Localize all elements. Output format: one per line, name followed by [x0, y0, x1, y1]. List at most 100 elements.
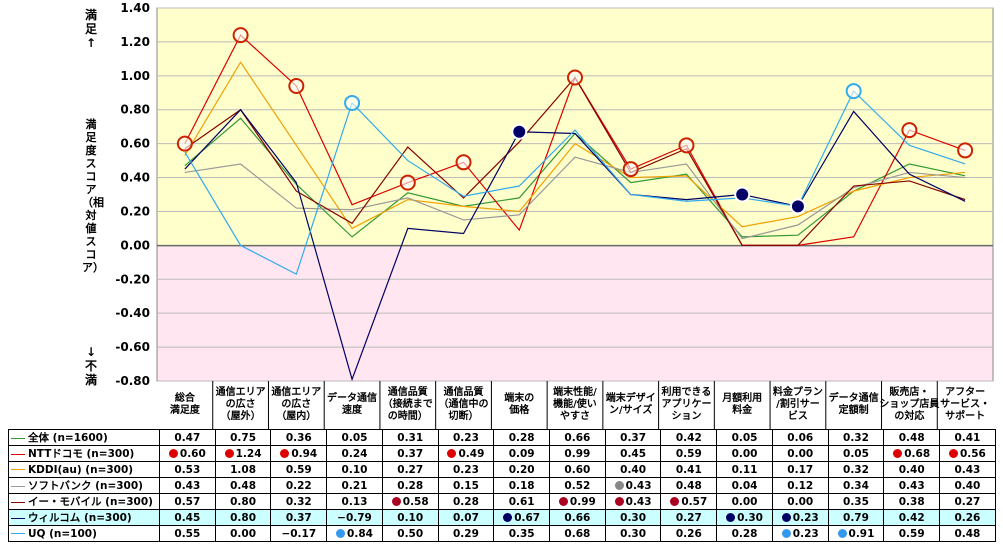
legend-line-icon [11, 517, 25, 519]
series-name: 全体 (n=1600) [28, 432, 108, 444]
y-tick-label: -0.60 [115, 340, 150, 354]
table-cell: 0.23 [771, 525, 829, 542]
y-tick-label: -0.80 [115, 374, 150, 388]
table-cell: 0.84 [326, 525, 383, 542]
marker-dot-icon [391, 497, 401, 506]
y-axis-title: 満足度スコア（相対値スコア） [82, 118, 104, 274]
table-cell: 0.99 [549, 493, 606, 510]
line-chart: 1.40 1.20 1.00 0.80 0.60 0.40 0.20 0.00 -0.20 -0.… [115, 1, 994, 429]
table-cell: 1.08 [214, 461, 272, 478]
table-cell: 0.34 [827, 477, 885, 494]
category-label: 端末性能/ 機能/使い やすさ [553, 387, 597, 422]
category-label: 端末デザイ ン/サイズ [605, 393, 656, 416]
table-cell: 1.24 [214, 445, 272, 462]
table-cell: 0.59 [660, 445, 718, 462]
table-cell: 0.05 [326, 429, 383, 446]
table-cell: 0.30 [716, 509, 773, 526]
y-tick-label: 1.00 [120, 69, 150, 83]
category-label: 通信エリア の広さ （屋外） [215, 387, 266, 422]
marker-dot-icon [781, 513, 791, 522]
table-cell: 0.75 [214, 429, 272, 446]
highlight-circle [845, 83, 862, 100]
table-cell: 0.37 [270, 509, 328, 526]
table-cell: 0.42 [660, 429, 718, 446]
table-cell: 0.41 [660, 461, 718, 478]
table-cell: 0.35 [493, 525, 551, 542]
table-row: ウィルコム (n=300) 0.45 0.80 0.37 −0.79 0.10 0.07 0.… [8, 509, 996, 526]
table-cell: 0.99 [549, 445, 606, 462]
table-cell: 0.55 [159, 525, 216, 542]
table-cell: 0.38 [883, 493, 941, 510]
table-cell: 0.20 [493, 461, 551, 478]
table-cell: 0.48 [883, 429, 941, 446]
table-cell: −0.79 [326, 509, 383, 526]
y-label-top: 満足↑ [84, 8, 97, 50]
table-cell: 0.29 [437, 525, 495, 542]
table-cell: 0.10 [381, 509, 439, 526]
marker-dot-icon [893, 449, 903, 458]
y-tick-label: 0.20 [120, 204, 150, 218]
marker-dot-icon [614, 497, 624, 506]
table-cell: 0.17 [771, 461, 829, 478]
table-cell: 0.41 [939, 429, 996, 446]
highlight-circle [232, 27, 249, 44]
table-cell: 0.56 [939, 445, 996, 462]
table-cell: 0.79 [827, 509, 885, 526]
table-cell: 0.49 [437, 445, 495, 462]
data-table: 全体 (n=1600) 0.47 0.75 0.36 0.05 0.31 0.23 0.28 0… [8, 429, 996, 542]
legend-line-icon [11, 453, 25, 455]
table-cell: 0.13 [326, 493, 383, 510]
table-cell: 0.27 [381, 461, 439, 478]
table-cell: 0.00 [214, 525, 272, 542]
marker-dot-icon [224, 449, 234, 458]
category-label: 料金プラン /割引サー ビス [772, 387, 823, 422]
table-cell: 0.66 [549, 509, 606, 526]
category-label: アフター サービス・ サポート [940, 387, 991, 422]
table-cell: 0.26 [660, 525, 718, 542]
table-cell: 0.94 [270, 445, 328, 462]
marker-dot-icon [614, 481, 624, 490]
table-cell: 0.05 [716, 429, 773, 446]
table-cell: 0.53 [159, 461, 216, 478]
table-cell: 0.30 [604, 509, 662, 526]
table-cell: 0.42 [883, 509, 941, 526]
table-cell: 0.28 [716, 525, 773, 542]
highlight-circle [288, 77, 305, 94]
highlight-circle [399, 174, 416, 191]
table-cell: 0.00 [771, 445, 829, 462]
table-cell: 0.37 [381, 445, 439, 462]
table-cell: 0.27 [660, 509, 718, 526]
table-cell: 0.43 [604, 477, 662, 494]
highlight-circle [622, 161, 639, 178]
table-cell: 0.31 [381, 429, 439, 446]
table-cell: 0.48 [214, 477, 272, 494]
table-row: KDDI(au) (n=300) 0.53 1.08 0.59 0.10 0.27 0.23… [8, 461, 996, 478]
highlight-circle [901, 122, 918, 139]
category-label: 通信エリア の広さ （屋内） [271, 387, 322, 422]
table-cell: 0.04 [716, 477, 773, 494]
table-cell: 0.32 [270, 493, 328, 510]
table-cell: 0.36 [270, 429, 328, 446]
series-name: ソフトバンク (n=300) [28, 480, 143, 492]
highlight-circle [789, 198, 806, 215]
table-cell: 0.23 [437, 461, 495, 478]
series-legend-cell: KDDI(au) (n=300) [8, 461, 160, 478]
table-cell: 0.59 [270, 461, 328, 478]
table-cell: 0.32 [827, 461, 885, 478]
table-cell: 0.80 [214, 509, 272, 526]
marker-dot-icon [280, 449, 290, 458]
marker-dot-icon [948, 449, 958, 458]
table-cell: 0.23 [771, 509, 829, 526]
table-cell: 0.07 [437, 509, 495, 526]
table-cell: 0.23 [437, 429, 495, 446]
marker-dot-icon [336, 529, 346, 538]
category-label: データ通信 定額制 [828, 393, 879, 416]
table-cell: 0.26 [939, 509, 996, 526]
category-label: 通信品質 （通信中の 切断） [438, 387, 489, 422]
marker-dot-icon [447, 449, 457, 458]
series-name: KDDI(au) (n=300) [28, 463, 134, 476]
marker-dot-icon [503, 513, 513, 522]
table-cell: 0.80 [214, 493, 272, 510]
series-legend-cell: ウィルコム (n=300) [8, 509, 160, 526]
legend-line-icon [11, 533, 25, 534]
